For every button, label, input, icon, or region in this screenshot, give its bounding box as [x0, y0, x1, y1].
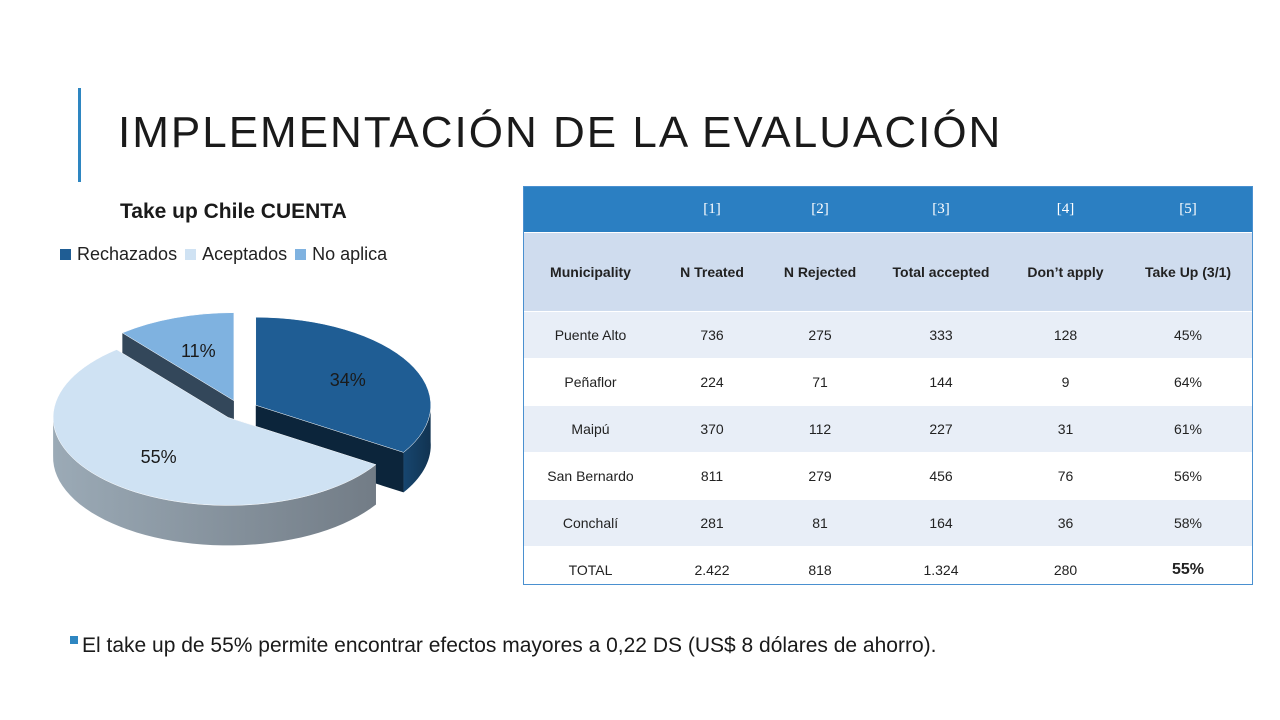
pie-slice-side: [53, 416, 376, 546]
pie-data-label: 34%: [330, 370, 366, 390]
table-cell: Peñaflor: [523, 358, 658, 406]
table-cell: Maipú: [523, 405, 658, 453]
legend-swatch: [295, 249, 307, 260]
table-cell: 128: [1008, 311, 1123, 359]
table-cell: 333: [874, 311, 1008, 359]
table-cell: 76: [1008, 452, 1123, 500]
slide-title: IMPLEMENTACIÓN DE LA EVALUACIÓN: [118, 108, 1003, 157]
bullet-square-icon: [70, 636, 78, 645]
table-cell: 45%: [1123, 311, 1253, 359]
table-cell: 456: [874, 452, 1008, 500]
table-cell: 55%: [1123, 546, 1253, 594]
legend-label: No aplica: [312, 244, 388, 264]
table-total-row: TOTAL 2.422 818 1.324 280 55%: [523, 546, 1253, 594]
pie-data-label: 11%: [181, 341, 216, 361]
chart-title: Take up Chile CUENTA: [120, 200, 347, 223]
table-row: Conchalí 281 81 164 36 58%: [523, 499, 1253, 547]
table-cell: 164: [874, 499, 1008, 547]
table-cell: 811: [658, 452, 766, 500]
column-header: Municipality: [523, 232, 658, 312]
chart-legend: Rechazados Aceptados No aplica: [60, 244, 387, 265]
table-cell: 61%: [1123, 405, 1253, 453]
column-header: Total accepted: [874, 232, 1008, 312]
table-cell: 58%: [1123, 499, 1253, 547]
legend-item-aceptados: Aceptados: [185, 244, 287, 265]
table-cell: 64%: [1123, 358, 1253, 406]
legend-label: Aceptados: [202, 244, 288, 264]
legend-item-no-aplica: No aplica: [295, 244, 387, 265]
pie-data-label: 55%: [141, 447, 177, 467]
table-cell: 818: [766, 546, 874, 594]
pie-labels: 34% 55% 11%: [141, 341, 366, 467]
column-number-row: [1] [2] [3] [4] [5]: [523, 186, 1253, 233]
table-cell: 31: [1008, 405, 1123, 453]
table-cell: 2.422: [658, 546, 766, 594]
pie-tops: [52, 312, 432, 506]
column-header: N Rejected: [766, 232, 874, 312]
table-cell: Puente Alto: [523, 311, 658, 359]
table-row: Peñaflor 224 71 144 9 64%: [523, 358, 1253, 406]
column-number: [4]: [1008, 186, 1123, 233]
legend-item-rechazados: Rechazados: [60, 244, 177, 265]
column-header: Take Up (3/1): [1123, 232, 1253, 312]
table-cell: 1.324: [874, 546, 1008, 594]
pie-slice-no-aplica: [121, 312, 235, 402]
table-cell: 56%: [1123, 452, 1253, 500]
table-cell: 71: [766, 358, 874, 406]
column-number: [3]: [874, 186, 1008, 233]
pie-chart: 34% 55% 11%: [52, 312, 432, 546]
table-cell: 281: [658, 499, 766, 547]
column-header: N Treated: [658, 232, 766, 312]
table-cell: Conchalí: [523, 499, 658, 547]
table-row: Puente Alto 736 275 333 128 45%: [523, 311, 1253, 359]
column-number: [1]: [658, 186, 766, 233]
pie-slice-side: [403, 401, 431, 493]
table-cell: 9: [1008, 358, 1123, 406]
table-cell: 279: [766, 452, 874, 500]
table-cell: 280: [1008, 546, 1123, 594]
table-cell: 112: [766, 405, 874, 453]
legend-label: Rechazados: [77, 244, 178, 264]
table-cell: 736: [658, 311, 766, 359]
column-header-row: Municipality N Treated N Rejected Total …: [523, 232, 1253, 312]
table-cell: 36: [1008, 499, 1123, 547]
footnote-text: El take up de 55% permite encontrar efec…: [82, 634, 937, 657]
column-header: Don’t apply: [1008, 232, 1123, 312]
table-cell: 227: [874, 405, 1008, 453]
pie-slice-aceptados: [52, 349, 377, 506]
column-number: [2]: [766, 186, 874, 233]
table-cell: 144: [874, 358, 1008, 406]
title-accent-bar: [78, 88, 81, 182]
column-number: [523, 186, 658, 233]
legend-swatch: [60, 249, 71, 260]
table-row: Maipú 370 112 227 31 61%: [523, 405, 1253, 453]
pie-slice-rechazados: [255, 316, 432, 453]
column-number: [5]: [1123, 186, 1253, 233]
table-cell: 81: [766, 499, 874, 547]
table-cell: San Bernardo: [523, 452, 658, 500]
table-cell: 275: [766, 311, 874, 359]
legend-swatch: [185, 249, 197, 260]
table-cell: 370: [658, 405, 766, 453]
table-cell: 224: [658, 358, 766, 406]
table-row: San Bernardo 811 279 456 76 56%: [523, 452, 1253, 500]
bullet-footnote: El take up de 55% permite encontrar efec…: [70, 634, 936, 658]
take-up-table: [1] [2] [3] [4] [5] Municipality N Treat…: [523, 186, 1253, 594]
table-cell: TOTAL: [523, 546, 658, 594]
